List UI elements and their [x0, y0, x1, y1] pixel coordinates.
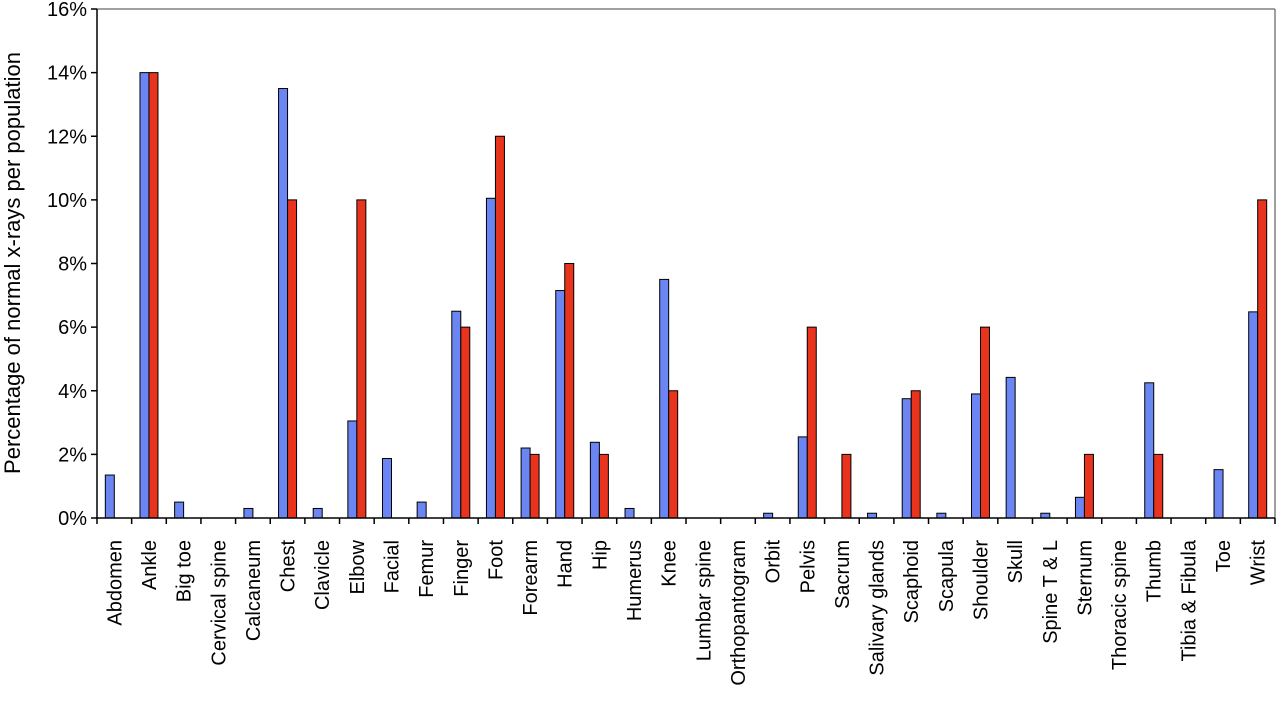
x-category-label: Big toe [174, 540, 196, 602]
bar-series2-thumb [1153, 453, 1164, 519]
x-category-label: Tibia & Fibula [1178, 539, 1200, 661]
x-category-label: Hand [555, 540, 577, 588]
bar-series1-pelvis [797, 436, 808, 519]
x-category-label: Lumbar spine [693, 540, 715, 661]
x-category-label: Orthopantogram [728, 540, 750, 686]
x-category-label: Pelvis [797, 540, 819, 593]
bar-series1-ankle [139, 72, 150, 519]
bar-series1-hip [589, 441, 600, 519]
bar-series2-forearm [529, 453, 540, 519]
bar-series2-chest [287, 199, 298, 519]
y-axis-title: Percentage of normal x-rays per populati… [0, 52, 25, 474]
y-tick-label: 0% [58, 508, 87, 530]
x-category-label: Hip [589, 540, 611, 570]
y-axis: 0% 2% 4% 6% 8% 10% 12% 14% 16% [47, 0, 98, 530]
bar-series1-scaphoid [901, 398, 912, 519]
bar-series2-hip [598, 453, 609, 519]
y-tick-label: 8% [58, 254, 87, 276]
x-category-label: Chest [278, 540, 300, 593]
y-tick-label: 14% [47, 63, 87, 85]
bar-series1-calcaneum [243, 507, 254, 519]
x-category-label: Femur [416, 540, 438, 598]
bar-series2-knee [668, 390, 679, 519]
x-category-label: Humerus [624, 540, 646, 621]
y-tick-label: 16% [47, 0, 87, 21]
bar-series1-knee [659, 278, 670, 519]
x-category-label: Abdomen [104, 540, 126, 626]
bar-series1-chest [278, 88, 289, 519]
x-category-label: Scapula [936, 539, 958, 612]
bar-series1-skull [1005, 376, 1016, 519]
x-category-label: Cervical spine [208, 540, 230, 666]
bar-series1-toe [1213, 469, 1224, 519]
bar-series1-clavicle [312, 507, 323, 519]
y-tick-label: 2% [58, 444, 87, 466]
x-category-label: Facial [382, 540, 404, 593]
x-category-label: Foot [485, 540, 507, 580]
bar-series1-big-toe [174, 501, 185, 519]
y-tick-label: 4% [58, 381, 87, 403]
bar-series1-foot [485, 197, 496, 519]
y-tick-label: 12% [47, 126, 87, 148]
bar-series2-hand [564, 263, 575, 519]
x-category-label: Finger [451, 540, 473, 597]
bar-series2-foot [494, 135, 505, 519]
bar-series1-hand [555, 290, 566, 519]
x-category-label: Wrist [1248, 540, 1270, 586]
bar-series1-shoulder [971, 393, 981, 519]
bar-series1-wrist [1248, 311, 1259, 519]
x-category-label: Calcaneum [243, 540, 265, 641]
bar-series2-sacrum [841, 453, 852, 519]
bars-layer [104, 72, 1268, 519]
bar-series1-thumb [1144, 382, 1155, 519]
plot-frame [97, 8, 1276, 518]
y-tick-label: 6% [58, 317, 87, 339]
y-tick-label: 10% [47, 190, 87, 212]
x-category-label: Thumb [1144, 540, 1166, 602]
x-category-label: Sacrum [832, 540, 854, 609]
bar-series1-humerus [624, 507, 635, 519]
x-category-label: Scaphoid [901, 540, 923, 623]
bar-series1-abdomen [104, 474, 115, 519]
bar-series1-elbow [347, 420, 358, 519]
x-category-label: Toe [1213, 540, 1235, 572]
bar-series1-femur [416, 501, 427, 519]
x-category-label: Salivary glands [867, 540, 889, 676]
bar-series2-wrist [1257, 199, 1268, 519]
x-category-label: Sternum [1074, 540, 1096, 616]
bar-series2-ankle [148, 72, 159, 519]
bar-series2-scaphoid [910, 390, 921, 519]
x-category-label: Clavicle [312, 540, 334, 610]
bar-series2-finger [460, 326, 471, 519]
x-category-label: Forearm [520, 540, 542, 616]
bar-series2-pelvis [806, 326, 817, 519]
x-category-label: Elbow [347, 539, 369, 594]
bar-series1-facial [382, 458, 392, 519]
x-category-label: Thoracic spine [1109, 540, 1131, 670]
x-category-label: Ankle [139, 540, 161, 590]
x-category-label: Spine T & L [1040, 540, 1062, 644]
bar-series1-finger [451, 310, 462, 519]
bar-series2-shoulder [980, 326, 990, 519]
x-axis: Abdomen Ankle Big toe Cervical spine Calcane… [96, 517, 1276, 686]
bar-series2-sternum [1083, 453, 1094, 519]
bar-series1-forearm [520, 447, 531, 519]
x-category-label: Orbit [763, 540, 785, 584]
x-category-label: Skull [1005, 540, 1027, 583]
bar-series2-elbow [356, 199, 367, 519]
bar-series1-sternum [1074, 496, 1085, 519]
x-category-label: Shoulder [971, 540, 993, 620]
x-category-label: Knee [659, 540, 681, 587]
